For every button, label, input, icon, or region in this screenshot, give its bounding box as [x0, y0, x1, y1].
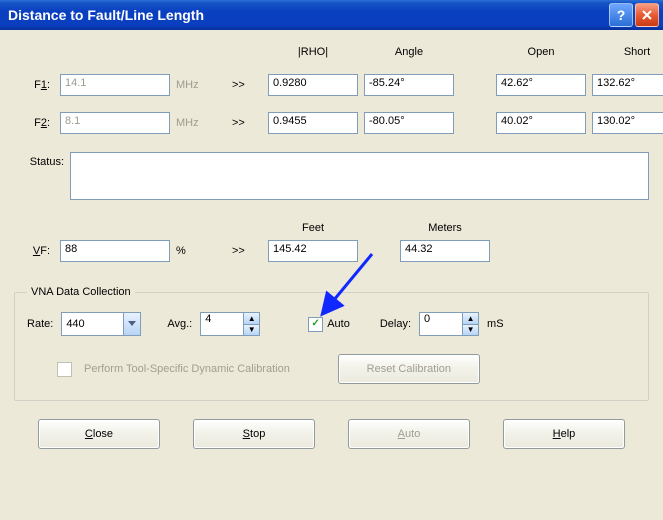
f1-open[interactable]: 42.62°	[496, 74, 586, 96]
avg-value: 4	[201, 313, 243, 335]
f1-angle[interactable]: -85.24°	[364, 74, 454, 96]
meters-output[interactable]: 44.32	[400, 240, 490, 262]
avg-spin[interactable]: 4 ▲ ▼	[200, 312, 260, 336]
help-icon[interactable]: ?	[609, 3, 633, 27]
auto-checkbox[interactable]	[308, 317, 323, 332]
meters-label: Meters	[400, 222, 490, 234]
vna-legend: VNA Data Collection	[27, 286, 135, 298]
rate-label: Rate:	[27, 318, 53, 330]
f1-short[interactable]: 132.62°	[592, 74, 663, 96]
button-row: Close Stop Auto Help	[14, 419, 649, 449]
vna-groupbox: VNA Data Collection Rate: 440 Avg.: 4 ▲ …	[14, 286, 649, 401]
rate-value: 440	[62, 318, 123, 330]
rate-combo[interactable]: 440	[61, 312, 141, 336]
avg-up-icon[interactable]: ▲	[243, 313, 259, 324]
chevron-down-icon[interactable]	[123, 313, 140, 335]
f2-label: F2:	[14, 117, 54, 129]
feet-output[interactable]: 145.42	[268, 240, 358, 262]
auto-checkbox-label: Auto	[327, 318, 350, 330]
status-row: Status:	[14, 152, 649, 200]
vf-row: Feet Meters VF: 88 % >> 145.42 44.32	[14, 222, 649, 262]
f2-input[interactable]: 8.1	[60, 112, 170, 134]
col-short-label: Short	[592, 46, 663, 58]
f2-open[interactable]: 40.02°	[496, 112, 586, 134]
vf-arrow: >>	[232, 245, 262, 257]
close-button[interactable]: Close	[38, 419, 160, 449]
status-box[interactable]	[70, 152, 649, 200]
delay-spin[interactable]: 0 ▲ ▼	[419, 312, 479, 336]
delay-label: Delay:	[380, 318, 411, 330]
reset-calibration-button: Reset Calibration	[338, 354, 480, 384]
delay-unit: mS	[487, 318, 504, 330]
status-label: Status:	[14, 152, 70, 168]
auto-button: Auto	[348, 419, 470, 449]
vf-unit: %	[176, 245, 226, 257]
avg-label: Avg.:	[167, 318, 192, 330]
f2-unit: MHz	[176, 117, 226, 129]
f2-angle[interactable]: -80.05°	[364, 112, 454, 134]
dialog-body: |RHO| Angle Open Short F1: 14.1 MHz >> 0…	[0, 30, 663, 520]
help-button[interactable]: Help	[503, 419, 625, 449]
auto-checkbox-wrap[interactable]: Auto	[308, 317, 350, 332]
vf-label: VF:	[14, 245, 54, 257]
stop-button[interactable]: Stop	[193, 419, 315, 449]
col-rho-label: |RHO|	[268, 46, 358, 58]
f1-rho[interactable]: 0.9280	[268, 74, 358, 96]
col-angle-label: Angle	[364, 46, 454, 58]
avg-down-icon[interactable]: ▼	[243, 324, 259, 336]
f1-arrow: >>	[232, 79, 262, 91]
perform-calib-label: Perform Tool-Specific Dynamic Calibratio…	[84, 363, 290, 375]
title-bar: Distance to Fault/Line Length ?	[0, 0, 663, 30]
f1-label: F1:	[14, 79, 54, 91]
col-open-label: Open	[496, 46, 586, 58]
delay-up-icon[interactable]: ▲	[462, 313, 478, 324]
vf-input[interactable]: 88	[60, 240, 170, 262]
f1-input[interactable]: 14.1	[60, 74, 170, 96]
f1-unit: MHz	[176, 79, 226, 91]
f2-short[interactable]: 130.02°	[592, 112, 663, 134]
feet-label: Feet	[268, 222, 358, 234]
delay-value: 0	[420, 313, 462, 335]
delay-down-icon[interactable]: ▼	[462, 324, 478, 336]
freq-grid: |RHO| Angle Open Short F1: 14.1 MHz >> 0…	[14, 46, 649, 134]
perform-calib-checkbox	[57, 362, 72, 377]
f2-rho[interactable]: 0.9455	[268, 112, 358, 134]
f2-arrow: >>	[232, 117, 262, 129]
window-title: Distance to Fault/Line Length	[8, 7, 607, 23]
close-icon[interactable]	[635, 3, 659, 27]
